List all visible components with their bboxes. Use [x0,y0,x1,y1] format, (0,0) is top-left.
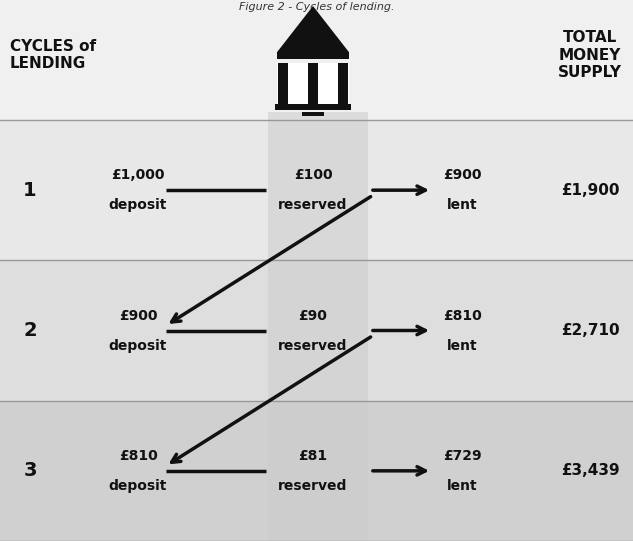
Bar [0,120,633,260]
Bar [308,63,318,104]
Text: reserved: reserved [279,339,348,353]
Bar [278,63,288,104]
Text: deposit: deposit [109,198,167,212]
Text: 2: 2 [23,321,37,340]
Text: £810: £810 [442,308,481,322]
Text: £2,710: £2,710 [561,323,619,338]
Text: deposit: deposit [109,339,167,353]
Text: reserved: reserved [279,198,348,212]
Text: £3,439: £3,439 [561,463,619,478]
Text: £1,900: £1,900 [561,183,619,197]
Bar [275,104,351,110]
Text: lent: lent [447,339,477,353]
Bar [0,260,633,401]
Bar [268,112,368,541]
Text: 1: 1 [23,181,37,200]
Text: Figure 2 - Cycles of lending.: Figure 2 - Cycles of lending. [239,2,394,12]
Text: £900: £900 [442,168,481,182]
Text: TOTAL
MONEY
SUPPLY: TOTAL MONEY SUPPLY [558,30,622,80]
Text: £90: £90 [299,308,327,322]
Text: £729: £729 [442,449,481,463]
Text: £900: £900 [119,308,157,322]
Bar [302,112,324,116]
Text: 3: 3 [23,461,37,480]
Bar [277,63,349,104]
Text: £100: £100 [294,168,332,182]
Text: CYCLES of
LENDING: CYCLES of LENDING [10,39,96,71]
Text: £810: £810 [118,449,158,463]
Text: deposit: deposit [109,479,167,493]
Bar [0,401,633,541]
Text: lent: lent [447,479,477,493]
Bar [338,63,348,104]
Polygon shape [277,6,349,52]
Text: reserved: reserved [279,479,348,493]
Text: £1,000: £1,000 [111,168,165,182]
Bar [277,52,349,59]
Text: lent: lent [447,198,477,212]
Bar [0,0,633,120]
Text: £81: £81 [298,449,327,463]
